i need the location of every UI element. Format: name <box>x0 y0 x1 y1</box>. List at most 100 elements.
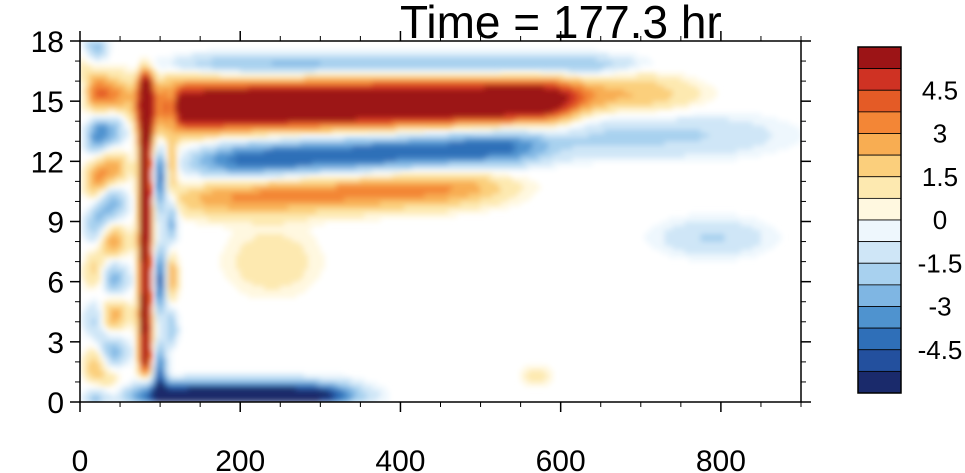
heatmap-cell <box>147 353 153 359</box>
heatmap-cell <box>267 273 273 278</box>
heatmap-cell <box>119 140 125 146</box>
heatmap-cell <box>328 112 333 118</box>
heatmap-cell <box>103 72 109 78</box>
heatmap-cell <box>283 56 289 62</box>
heatmap-cell <box>243 193 249 198</box>
heatmap-cell <box>95 273 101 278</box>
heatmap-cell <box>199 149 205 154</box>
heatmap-cell <box>308 136 313 142</box>
heatmap-cell <box>111 205 117 210</box>
heatmap-cell <box>247 128 253 134</box>
heatmap-cell <box>364 124 369 130</box>
heatmap-cell <box>271 197 277 202</box>
heatmap-cell <box>95 100 101 106</box>
heatmap-cell <box>143 365 149 371</box>
heatmap-cell <box>352 389 357 395</box>
heatmap-cell <box>115 157 121 162</box>
heatmap-cell <box>279 241 285 246</box>
heatmap-cell <box>263 193 269 198</box>
heatmap-cell <box>336 385 341 391</box>
heatmap-cell <box>123 189 129 194</box>
heatmap-cell <box>203 76 209 82</box>
heatmap-cell <box>400 181 405 186</box>
heatmap-cell <box>115 285 121 290</box>
heatmap-cell <box>155 169 161 174</box>
heatmap-cell <box>107 377 113 383</box>
heatmap-cell <box>155 285 161 290</box>
heatmap-cell <box>259 136 265 142</box>
heatmap-cell <box>392 116 397 122</box>
heatmap-cell <box>155 193 161 198</box>
heatmap-cell <box>296 140 301 146</box>
heatmap-cell <box>91 253 97 258</box>
heatmap-cell <box>255 201 261 206</box>
heatmap-cell <box>103 96 109 102</box>
heatmap-cell <box>87 357 93 363</box>
heatmap-cell <box>123 173 129 178</box>
heatmap-cell <box>131 72 137 78</box>
heatmap-cell <box>119 397 125 402</box>
heatmap-cell <box>300 265 305 270</box>
heatmap-cell <box>368 149 373 154</box>
heatmap-cell <box>287 381 293 387</box>
heatmap-cell <box>227 52 233 58</box>
heatmap-cell <box>283 277 289 282</box>
heatmap-cell <box>83 349 89 355</box>
heatmap-cell <box>80 136 85 142</box>
heatmap-cell <box>227 273 233 278</box>
heatmap-cell <box>324 153 329 158</box>
heatmap-cell <box>360 181 365 186</box>
heatmap-cell <box>372 385 377 391</box>
heatmap-cell <box>364 197 369 202</box>
heatmap-cell <box>151 341 157 347</box>
heatmap-cell <box>308 181 313 186</box>
heatmap-cell <box>163 136 169 142</box>
heatmap-cell <box>103 357 109 363</box>
heatmap-cell <box>99 329 105 335</box>
heatmap-cell <box>328 60 333 66</box>
heatmap-cell <box>83 389 89 395</box>
heatmap-cell <box>372 201 377 206</box>
heatmap-cell <box>131 241 137 246</box>
heatmap-cell <box>392 112 397 118</box>
heatmap-cell <box>296 144 301 150</box>
heatmap-cell <box>235 60 241 66</box>
heatmap-cell <box>344 108 349 114</box>
heatmap-cell <box>83 369 89 375</box>
heatmap-cell <box>231 60 237 66</box>
heatmap-cell <box>247 185 253 190</box>
heatmap-cell <box>408 84 413 90</box>
heatmap-cell <box>107 317 113 323</box>
heatmap-cell <box>360 385 365 391</box>
heatmap-cell <box>279 257 285 262</box>
heatmap-cell <box>348 157 353 162</box>
heatmap-cell <box>203 381 209 387</box>
heatmap-cell <box>372 173 377 178</box>
heatmap-cell <box>99 361 105 367</box>
heatmap-cell <box>312 177 317 182</box>
heatmap-cell <box>227 169 233 174</box>
heatmap-cell <box>376 92 381 98</box>
heatmap-cell <box>203 104 209 110</box>
heatmap-cell <box>328 80 333 86</box>
heatmap-cell <box>275 120 281 126</box>
heatmap-cell <box>211 112 217 118</box>
heatmap-cell <box>320 128 325 134</box>
heatmap-cell <box>87 140 93 146</box>
heatmap-cell <box>135 116 141 122</box>
heatmap-cell <box>291 237 297 242</box>
heatmap-cell <box>83 373 89 379</box>
heatmap-cell <box>332 120 337 126</box>
heatmap-cell <box>139 173 145 178</box>
heatmap-cell <box>300 209 305 214</box>
heatmap-cell <box>103 285 109 290</box>
heatmap-cell <box>259 233 265 238</box>
heatmap-cell <box>95 108 101 114</box>
heatmap-cell <box>267 233 273 238</box>
heatmap-cell <box>263 124 269 130</box>
heatmap-cell <box>91 361 97 367</box>
heatmap-cell <box>312 136 317 142</box>
heatmap-cell <box>80 76 85 82</box>
heatmap-cell <box>283 257 289 262</box>
heatmap-cell <box>95 44 101 50</box>
